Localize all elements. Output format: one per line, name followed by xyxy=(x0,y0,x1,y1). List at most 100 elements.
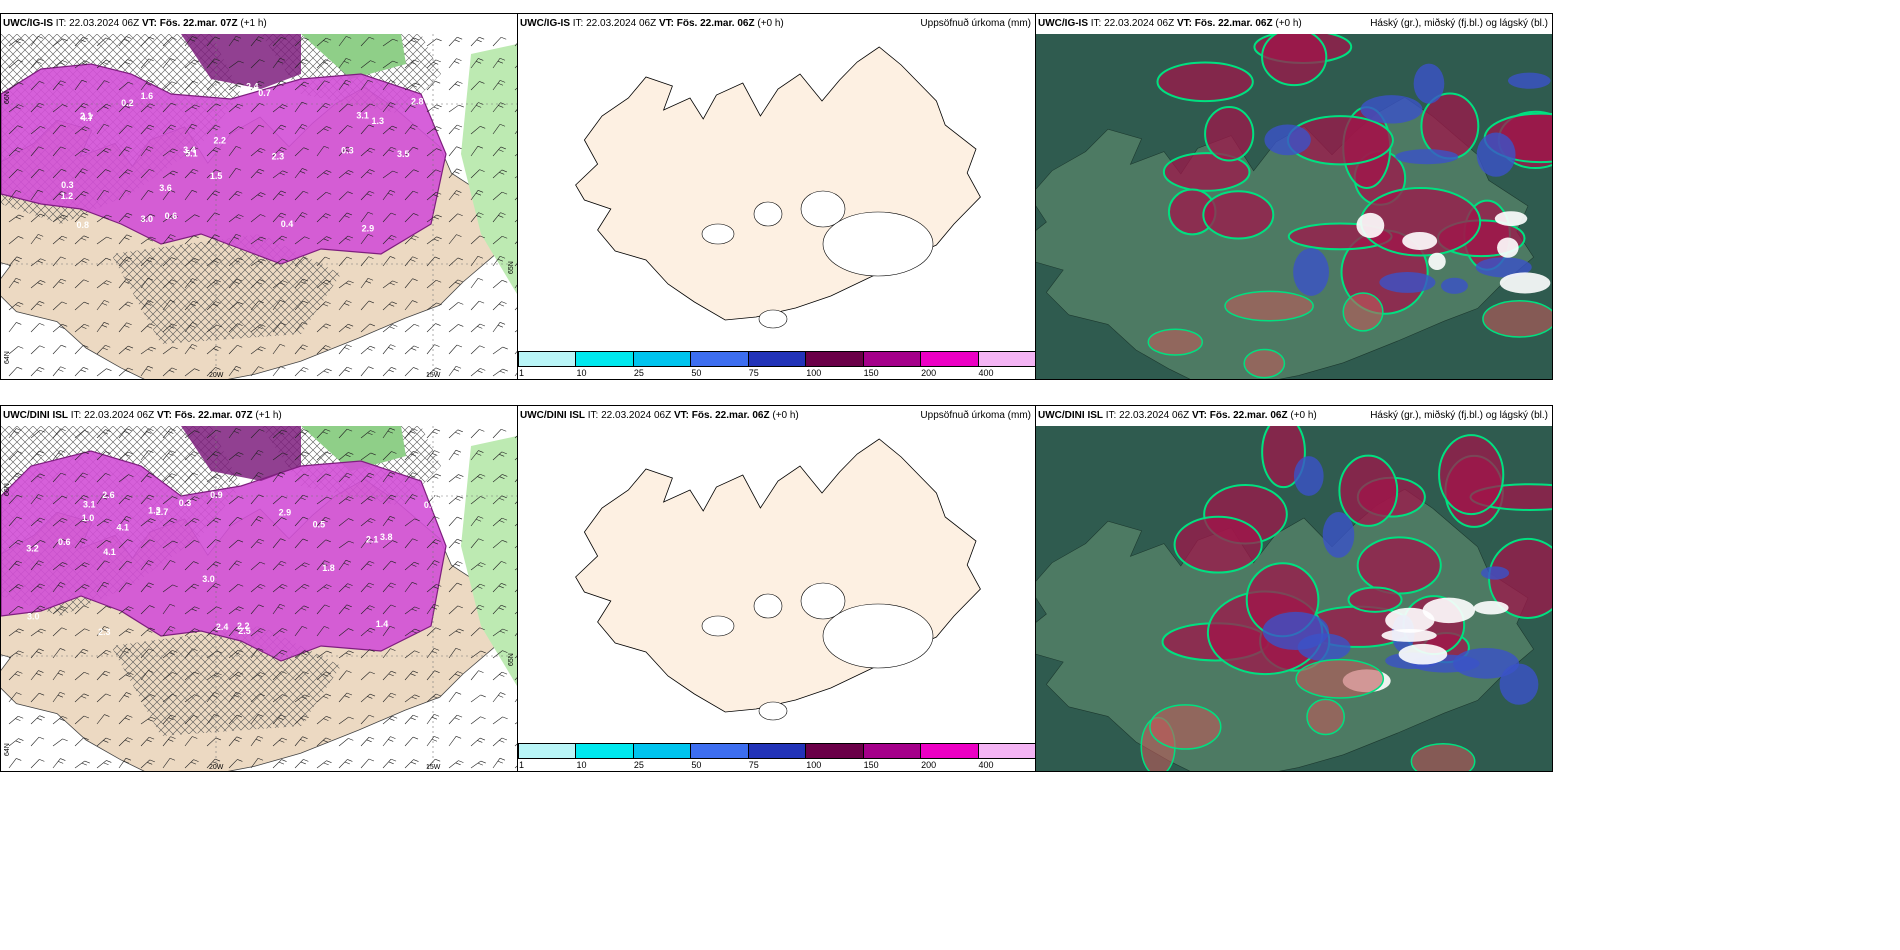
wind-barb xyxy=(448,429,463,439)
wind-barb xyxy=(316,473,331,483)
wind-barb xyxy=(514,153,517,157)
wind-barb xyxy=(30,168,45,179)
wind-barb xyxy=(404,300,418,311)
wind-barb xyxy=(382,102,396,113)
lat-label: 66N xyxy=(4,91,11,104)
wind-barb xyxy=(316,539,331,549)
wind-barb xyxy=(470,473,486,483)
precip-wind-panel-top: UWC/IG-IS IT: 22.03.2024 06Z VT: Fös. 22… xyxy=(0,13,518,380)
wind-barb xyxy=(74,495,89,505)
wind-barb xyxy=(96,37,111,47)
wind-barb xyxy=(514,501,517,505)
mid-cloud xyxy=(1204,106,1255,162)
wind-barb xyxy=(74,168,88,179)
wind-barb xyxy=(52,38,68,47)
wind-barb xyxy=(316,650,332,659)
wind-barb xyxy=(294,694,310,703)
wind-barb xyxy=(492,146,506,157)
wind-barb xyxy=(294,584,310,593)
wind-barb xyxy=(316,451,331,461)
low-cloud xyxy=(1481,566,1510,580)
precip-value: 0.5 xyxy=(313,520,326,530)
wind-barb xyxy=(360,518,376,527)
wind-barb xyxy=(294,516,309,527)
glacier xyxy=(822,211,934,277)
wind-barb xyxy=(228,60,244,69)
precip-core xyxy=(181,34,301,89)
wind-barb xyxy=(382,367,397,377)
wind-barb xyxy=(316,126,332,135)
wind-barb xyxy=(250,80,265,91)
precip-wind-map: 0.2 3.5 5.1 2.9 1.2 4.7 2.3 3.0 3.6 2.8 3.1 1.6 2.1 1… xyxy=(1,34,517,379)
wind-barb xyxy=(514,372,517,377)
wind-barb xyxy=(8,671,23,681)
wind-barb xyxy=(404,451,419,461)
wind-barb xyxy=(360,366,374,377)
wind-barb xyxy=(30,323,45,333)
glacier xyxy=(800,190,846,228)
wind-barb xyxy=(96,760,112,769)
wind-barb xyxy=(74,628,90,637)
wind-barb xyxy=(294,736,308,747)
wind-barb xyxy=(272,517,287,527)
wind-barb xyxy=(184,518,200,527)
wind-barb xyxy=(404,345,419,355)
wind-barb xyxy=(360,714,375,725)
wind-barb xyxy=(294,300,309,311)
wind-barb xyxy=(294,168,308,179)
wind-barb xyxy=(30,36,44,47)
wind-barb xyxy=(96,214,112,223)
mid-cloud xyxy=(1438,434,1505,516)
wind-barb xyxy=(140,323,155,333)
wind-barb xyxy=(294,190,309,201)
overlap-cloud xyxy=(1473,600,1509,615)
precip-value: 0.9 xyxy=(210,490,223,500)
wind-barb xyxy=(8,716,24,725)
wind-barb xyxy=(228,214,244,223)
precip-value: 0.3 xyxy=(341,145,354,155)
wind-barb xyxy=(470,650,486,659)
wind-barb xyxy=(426,302,442,311)
wind-barb xyxy=(52,214,68,223)
precip-value: 0.8 xyxy=(77,220,90,230)
wind-barb xyxy=(492,583,507,593)
wind-barb xyxy=(184,648,198,659)
wind-barb xyxy=(118,169,133,179)
wind-barb xyxy=(250,472,264,483)
wind-barb xyxy=(448,302,464,311)
wind-barb xyxy=(184,368,200,377)
precip-value: 1.8 xyxy=(322,563,335,573)
wind-barb xyxy=(250,714,264,725)
wind-barb xyxy=(96,518,112,527)
wind-barb xyxy=(206,474,222,483)
wind-barb xyxy=(8,738,24,747)
wind-barb xyxy=(118,606,134,615)
wind-barb xyxy=(30,146,44,157)
precip-value: 2.9 xyxy=(362,223,375,233)
wind-barb xyxy=(96,300,110,311)
wind-barb xyxy=(52,124,66,135)
wind-barb xyxy=(470,562,486,571)
wind-barb xyxy=(448,647,462,659)
colorbar-swatch xyxy=(632,351,692,367)
precip-band xyxy=(1,63,447,265)
wind-barb xyxy=(74,279,89,289)
wind-barb xyxy=(118,189,132,201)
wind-barb xyxy=(8,82,24,91)
wind-barb xyxy=(228,714,243,725)
wind-barb xyxy=(52,146,66,157)
wind-barb xyxy=(404,650,420,659)
wind-barb xyxy=(470,429,485,439)
colorbar-tick: 50 xyxy=(691,760,702,770)
wind-barb xyxy=(162,323,177,333)
wind-barb xyxy=(184,715,199,725)
overlap-cloud xyxy=(1497,237,1519,258)
wind-barb xyxy=(426,126,442,135)
wind-barb xyxy=(184,561,199,571)
wind-barb xyxy=(448,561,463,571)
wind-barb xyxy=(426,494,441,505)
wind-barb xyxy=(8,256,22,267)
wind-barb xyxy=(118,322,132,333)
wind-barb xyxy=(250,148,266,157)
wind-barb xyxy=(272,495,288,505)
